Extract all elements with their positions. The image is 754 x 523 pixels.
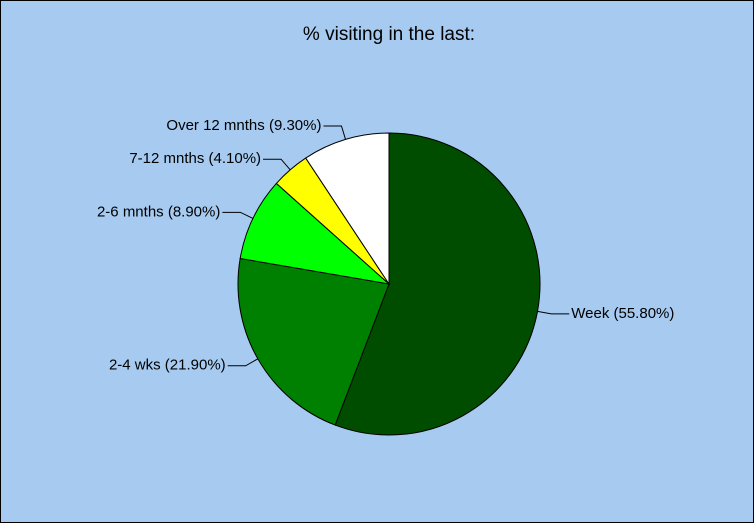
pie-slice	[239, 182, 391, 285]
pie-slice	[237, 257, 390, 426]
pie-slice	[305, 132, 390, 286]
pie-slice	[334, 132, 541, 436]
chart-title: % visiting in the last:	[303, 24, 475, 45]
leader-line	[222, 211, 254, 219]
leader-line	[263, 158, 291, 171]
data-label: 2-6 mnths (8.90%)	[97, 203, 220, 220]
leader-line	[537, 310, 570, 315]
leader-line	[323, 125, 346, 140]
leader-line	[227, 358, 259, 367]
data-label: Over 12 mnths (9.30%)	[166, 117, 321, 134]
data-label: Week (55.80%)	[571, 305, 674, 322]
data-label: 7-12 mnths (4.10%)	[129, 150, 261, 167]
data-label: 2-4 wks (21.90%)	[109, 357, 226, 374]
